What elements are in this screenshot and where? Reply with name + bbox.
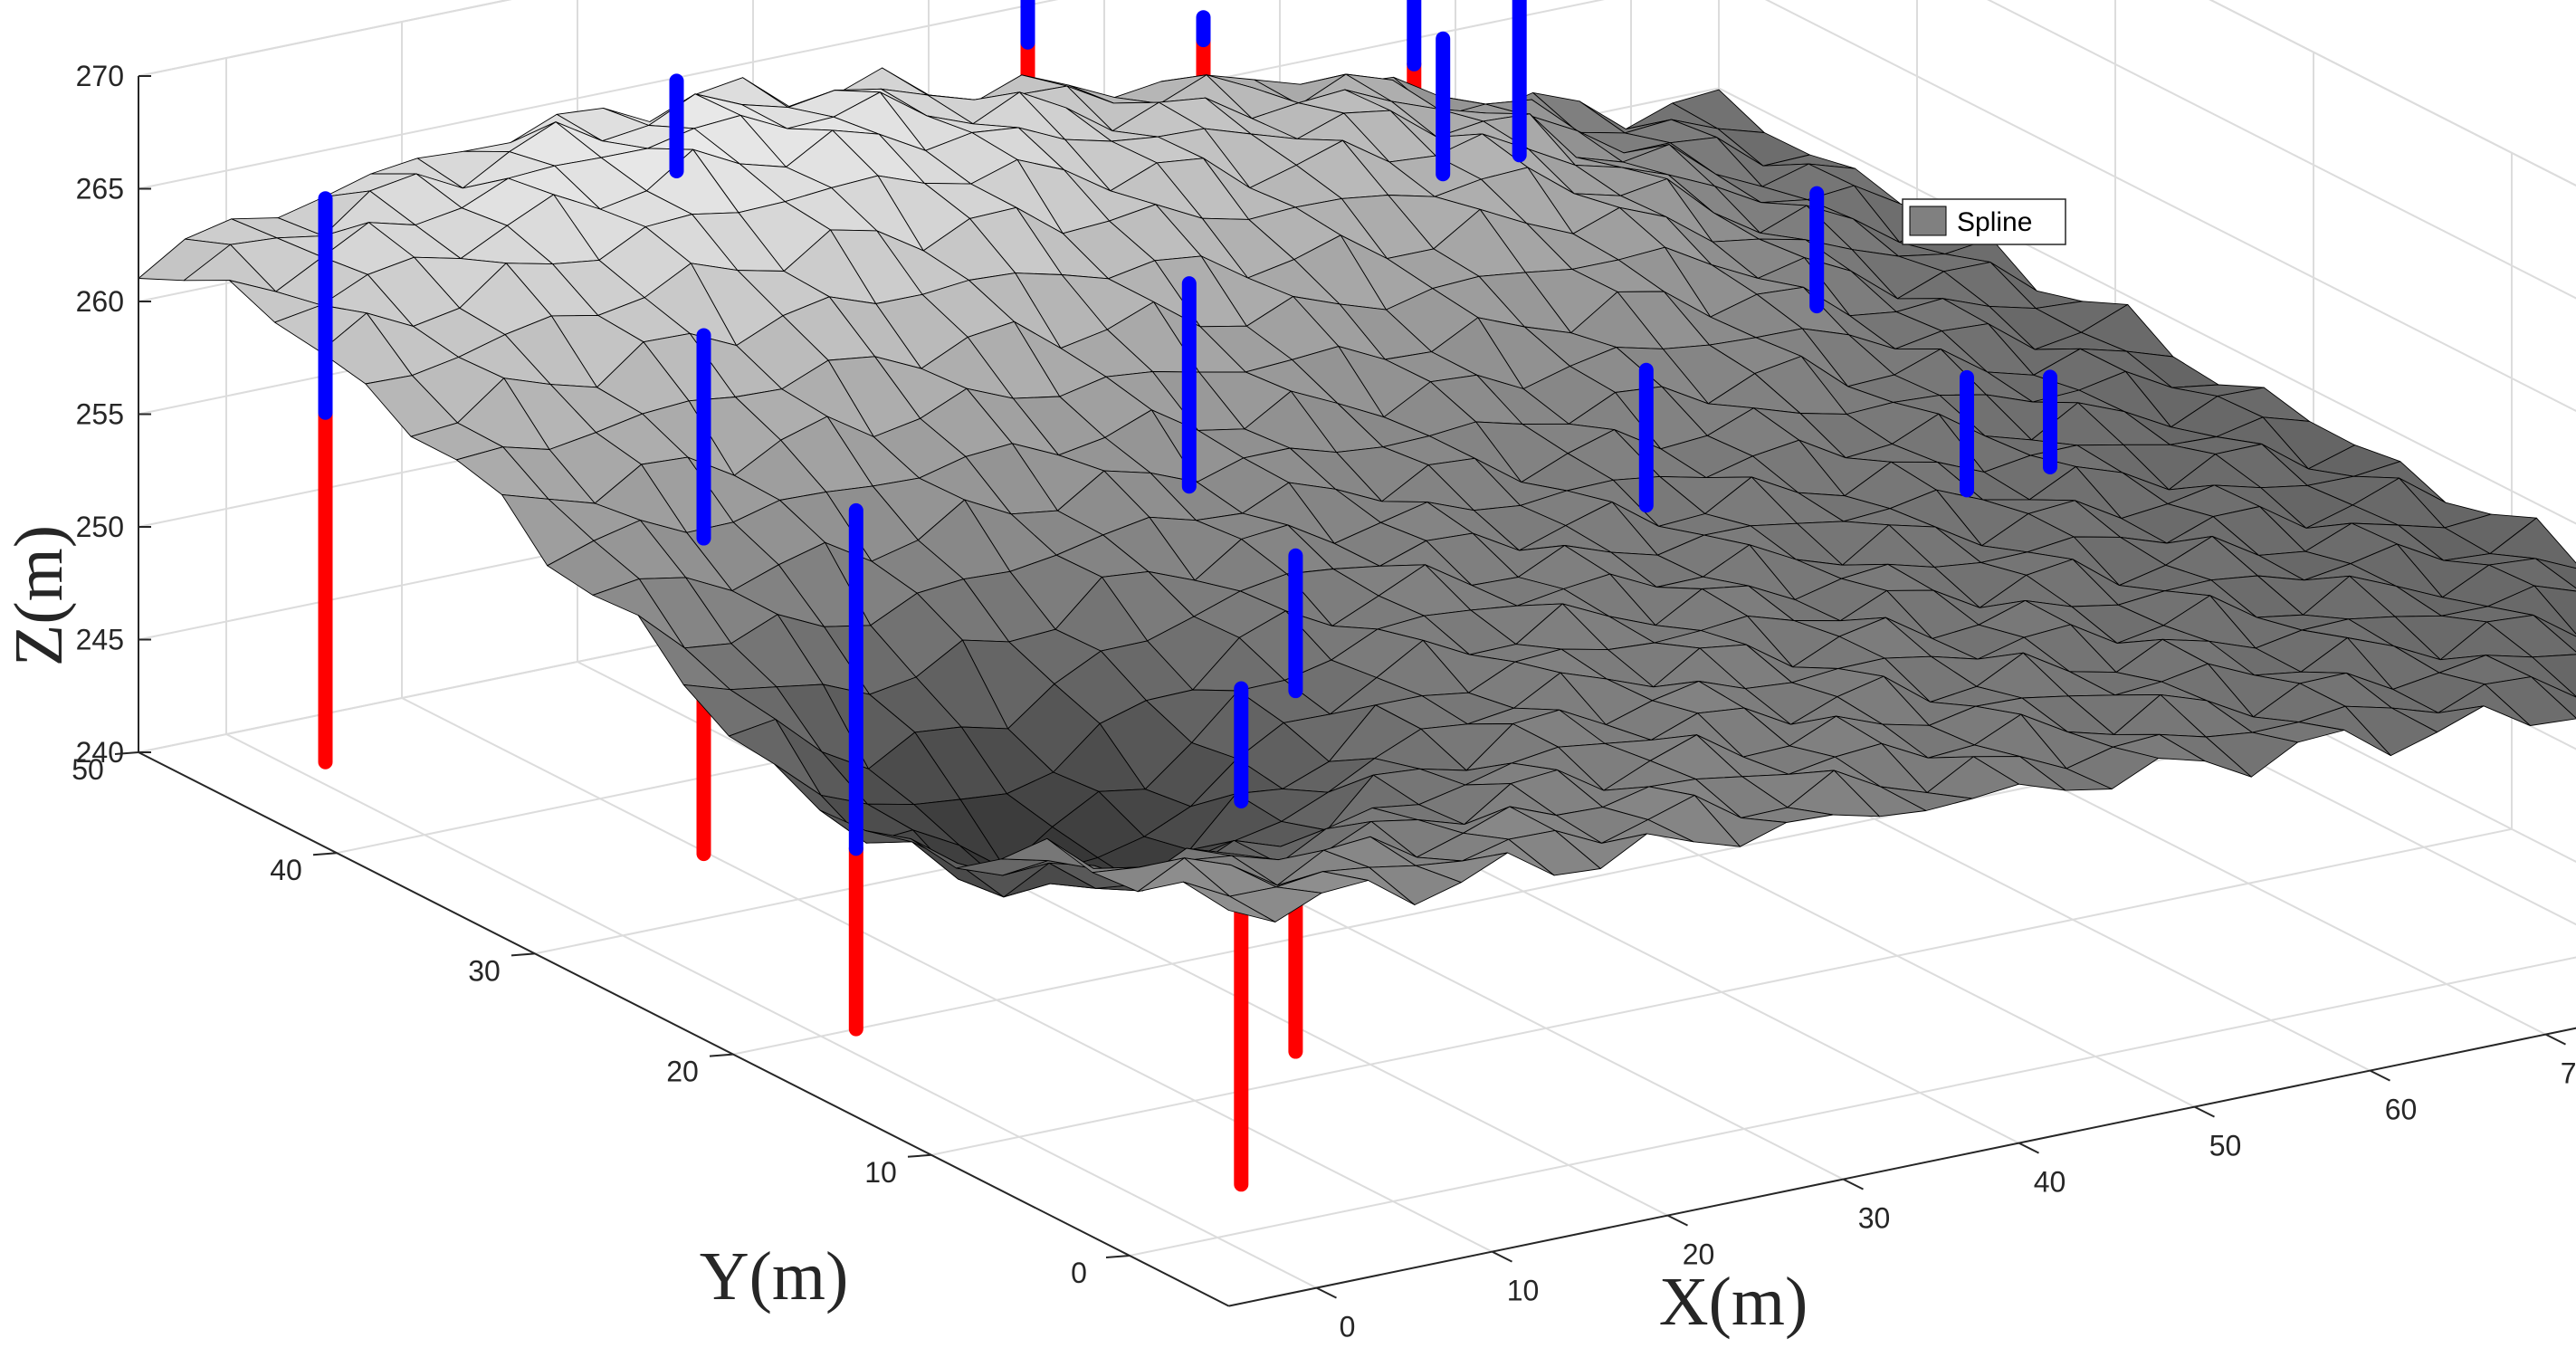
y-tick [511,953,535,955]
z-tick-label: 270 [76,60,124,92]
x-tick-label: 0 [1340,1311,1356,1343]
x-tick [2546,1035,2566,1045]
x-tick-label: 70 [2561,1057,2576,1090]
z-tick-label: 255 [76,398,124,431]
x-tick-label: 40 [2034,1166,2066,1199]
y-tick [313,853,337,855]
x-tick [2371,1071,2390,1081]
x-tick [2019,1143,2039,1153]
x-axis-title: X(m) [1659,1264,1808,1340]
x-axis-line [1229,980,2576,1306]
y-tick-label: 30 [468,954,501,987]
legend[interactable]: Spline [1903,199,2066,244]
x-tick-label: 60 [2385,1094,2418,1126]
x-tick [1844,1180,1864,1190]
y-tick-label: 50 [72,753,104,786]
y-tick-label: 0 [1071,1257,1087,1289]
z-axis-title: Z(m) [1,525,77,666]
legend-swatch-spline [1910,206,1946,235]
x-tick-label: 10 [1507,1275,1540,1307]
z-tick-label: 245 [76,624,124,656]
x-tick [1317,1288,1337,1298]
z-tick-label: 250 [76,511,124,543]
spline-surface [138,68,2576,922]
x-tick [1493,1252,1512,1262]
y-tick-label: 40 [270,854,302,886]
grid-line-y [1130,930,2576,1256]
y-tick [908,1155,931,1157]
y-tick [710,1055,733,1056]
legend-label-spline: Spline [1957,207,2032,237]
x-tick-label: 50 [2209,1130,2242,1162]
y-tick-label: 10 [864,1156,897,1189]
z-tick-label: 265 [76,173,124,206]
x-tick-label: 30 [1858,1202,1891,1235]
y-tick-label: 20 [666,1056,699,1088]
y-axis-title: Y(m) [700,1238,849,1315]
x-tick [1668,1216,1688,1226]
z-tick-label: 260 [76,285,124,318]
y-tick [1106,1256,1130,1257]
x-tick [2195,1107,2215,1117]
